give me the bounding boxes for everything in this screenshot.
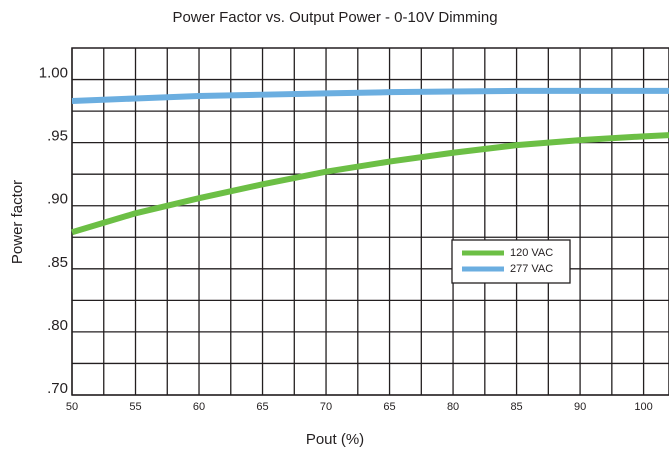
legend-label: 120 VAC bbox=[510, 247, 553, 259]
x-tick-label: 65 bbox=[383, 401, 395, 413]
series-line bbox=[71, 87, 669, 104]
x-tick-label: 55 bbox=[129, 401, 141, 413]
x-tick-label: 60 bbox=[193, 401, 205, 413]
x-tick-label: 85 bbox=[510, 401, 522, 413]
x-tick-label: 80 bbox=[447, 401, 459, 413]
legend-label: 277 VAC bbox=[510, 263, 553, 275]
legend-box bbox=[451, 239, 571, 284]
x-tick-label: 70 bbox=[320, 401, 332, 413]
chart-title: Power Factor vs. Output Power - 0-10V Di… bbox=[172, 9, 497, 26]
plot-border bbox=[71, 47, 669, 396]
y-tick-label: 1.00 bbox=[39, 65, 68, 82]
y-tick-label: .70 bbox=[47, 380, 68, 397]
x-tick-label: 100 bbox=[634, 401, 652, 413]
x-tick-label: 50 bbox=[66, 401, 78, 413]
y-axis-label: Power factor bbox=[9, 180, 26, 264]
series-line bbox=[71, 132, 669, 236]
x-tick-label: 90 bbox=[574, 401, 586, 413]
y-tick-label: .90 bbox=[47, 191, 68, 208]
y-tick-label: .95 bbox=[47, 128, 68, 145]
x-tick-label: 65 bbox=[256, 401, 268, 413]
y-tick-label: .80 bbox=[47, 317, 68, 334]
x-axis-label: Pout (%) bbox=[306, 431, 364, 448]
y-tick-label: .85 bbox=[47, 254, 68, 271]
